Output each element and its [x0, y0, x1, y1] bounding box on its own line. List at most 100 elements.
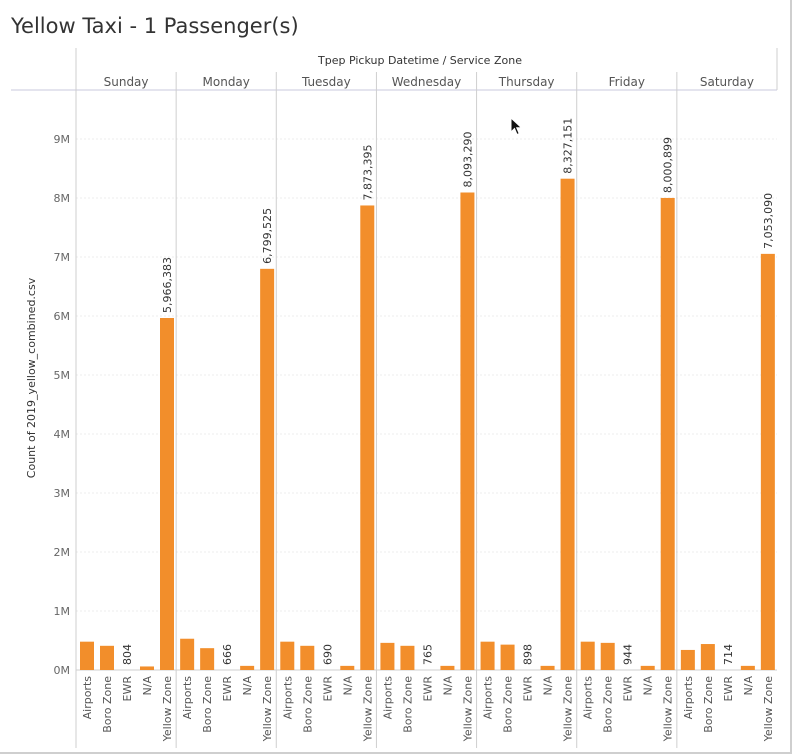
bar[interactable]	[400, 645, 415, 670]
x-tick-label: N/A	[742, 676, 755, 696]
bar[interactable]	[240, 665, 255, 670]
bar[interactable]	[580, 641, 595, 670]
x-tick-label: N/A	[542, 676, 555, 696]
data-label: 5,966,383	[161, 257, 174, 313]
x-tick-label: Yellow Zone	[461, 676, 474, 743]
x-tick-label: Boro Zone	[602, 676, 615, 733]
y-tick-label: 9M	[54, 133, 71, 146]
bar[interactable]	[100, 645, 114, 670]
chart-header: Tpep Pickup Datetime / Service Zone	[317, 54, 522, 67]
page-title: Yellow Taxi - 1 Passenger(s)	[11, 14, 299, 38]
x-tick-label: EWR	[221, 676, 234, 702]
day-header: Monday	[203, 75, 250, 89]
bar[interactable]	[80, 641, 94, 670]
y-axis-title: Count of 2019_yellow_combined.csv	[25, 277, 38, 478]
bar[interactable]	[740, 665, 755, 670]
bar[interactable]	[300, 645, 315, 670]
day-header: Sunday	[104, 75, 149, 89]
x-tick-label: Yellow Zone	[161, 676, 174, 743]
data-label: 714	[722, 644, 735, 665]
x-tick-label: Airports	[181, 676, 194, 720]
x-tick-label: Boro Zone	[101, 676, 114, 733]
bar[interactable]	[260, 268, 275, 670]
bar[interactable]	[200, 648, 215, 670]
data-label: 804	[121, 644, 134, 665]
bar[interactable]	[480, 641, 495, 670]
x-tick-label: N/A	[642, 676, 655, 696]
x-tick-label: N/A	[341, 676, 354, 696]
x-tick-label: Boro Zone	[502, 676, 515, 733]
data-label: 666	[221, 644, 234, 665]
bar[interactable]	[360, 205, 375, 670]
x-tick-label: Boro Zone	[401, 676, 414, 733]
x-tick-label: N/A	[441, 676, 454, 696]
x-tick-label: N/A	[141, 676, 154, 696]
x-tick-label: EWR	[522, 676, 535, 702]
bar[interactable]	[500, 644, 515, 670]
x-tick-label: Yellow Zone	[562, 676, 575, 743]
day-header: Tuesday	[301, 75, 351, 89]
day-header: Saturday	[700, 75, 754, 89]
bar[interactable]	[640, 665, 655, 670]
x-tick-label: Airports	[582, 676, 595, 720]
data-label: 7,873,395	[361, 144, 374, 200]
y-tick-label: 1M	[54, 605, 71, 618]
y-tick-label: 4M	[54, 428, 71, 441]
y-tick-label: 0M	[54, 664, 71, 677]
x-tick-label: Airports	[682, 676, 695, 720]
y-tick-label: 2M	[54, 546, 71, 559]
bar[interactable]	[440, 665, 455, 670]
x-tick-label: Boro Zone	[702, 676, 715, 733]
bar[interactable]	[180, 638, 195, 670]
bar[interactable]	[140, 666, 154, 670]
bar[interactable]	[280, 641, 295, 670]
bar[interactable]	[560, 178, 575, 670]
bar[interactable]	[540, 665, 555, 670]
bar[interactable]	[700, 644, 715, 670]
x-tick-label: N/A	[241, 676, 254, 696]
bar[interactable]	[680, 649, 695, 670]
bar[interactable]	[460, 192, 475, 670]
x-tick-label: EWR	[622, 676, 635, 702]
x-tick-label: Airports	[482, 676, 495, 720]
day-header: Thursday	[498, 75, 555, 89]
x-tick-label: Boro Zone	[201, 676, 214, 733]
y-tick-label: 8M	[54, 192, 71, 205]
x-tick-label: Boro Zone	[301, 676, 314, 733]
bar[interactable]	[160, 317, 174, 670]
x-tick-label: Airports	[381, 676, 394, 720]
y-tick-label: 7M	[54, 251, 71, 264]
day-header: Friday	[609, 75, 645, 89]
data-label: 8,327,151	[562, 118, 575, 174]
mouse-pointer-icon	[510, 117, 523, 136]
x-tick-label: Yellow Zone	[662, 676, 675, 743]
bar[interactable]	[660, 197, 675, 670]
bar[interactable]	[600, 642, 615, 670]
x-tick-label: Airports	[81, 676, 94, 720]
x-tick-label: Yellow Zone	[361, 676, 374, 743]
y-tick-label: 5M	[54, 369, 71, 382]
y-tick-label: 3M	[54, 487, 71, 500]
bar[interactable]	[340, 665, 355, 670]
x-tick-label: EWR	[722, 676, 735, 702]
x-tick-label: Yellow Zone	[261, 676, 274, 743]
x-tick-label: EWR	[121, 676, 134, 702]
data-label: 898	[522, 644, 535, 665]
x-tick-label: Airports	[281, 676, 294, 720]
data-label: 690	[321, 644, 334, 665]
data-label: 8,093,290	[461, 132, 474, 188]
bar[interactable]	[760, 253, 775, 671]
day-header: Wednesday	[392, 75, 461, 89]
data-label: 6,799,525	[261, 208, 274, 264]
data-label: 8,000,899	[662, 137, 675, 193]
data-label: 765	[421, 644, 434, 665]
bar[interactable]	[380, 642, 395, 670]
x-tick-label: Yellow Zone	[762, 676, 775, 743]
x-tick-label: EWR	[421, 676, 434, 702]
x-tick-label: EWR	[321, 676, 334, 702]
y-tick-label: 6M	[54, 310, 71, 323]
data-label: 7,053,090	[762, 193, 775, 249]
data-label: 944	[622, 644, 635, 665]
